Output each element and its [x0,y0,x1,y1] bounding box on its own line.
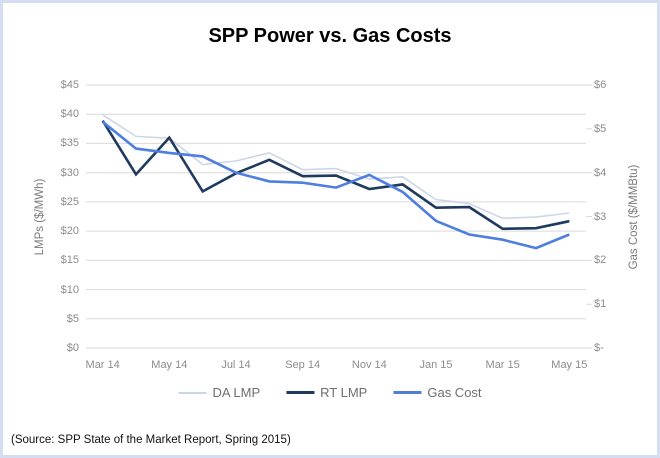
legend-item-rt-lmp: RT LMP [286,385,367,400]
left-axis-tick-label: $5 [66,312,79,325]
left-axis-tick-label: $30 [60,166,79,179]
x-axis-tick-label: May 15 [551,359,588,371]
right-axis-tick-label: $5 [594,122,607,135]
plot-svg [86,84,592,349]
left-axis-tick-label: $35 [60,137,79,150]
right-axis-tick-label: $4 [594,166,607,179]
right-axis-tick-label: $3 [594,210,607,223]
left-axis-title: LMPs ($/MWh) [34,178,46,256]
left-axis-tick-label: $40 [60,108,79,121]
left-axis-tick-label: $20 [60,225,79,238]
series-line-da-lmp [102,114,570,220]
legend-label: RT LMP [320,385,368,400]
right-axis-tick-label: $- [594,342,604,354]
legend-swatch-gas-cost [393,391,422,394]
right-axis-title: Gas Cost ($/MMBtu) [628,164,640,270]
left-axis-tick-label: $10 [60,283,79,296]
left-axis-tick-label: $45 [60,79,79,91]
legend-item-da-lmp: DA LMP [178,385,260,400]
series-line-gas-cost [101,120,570,250]
x-axis-tick-label: Jul 14 [221,359,251,371]
x-axis-tick-label: Sep 14 [285,359,321,371]
right-axis-tick-label: $1 [594,298,607,311]
series-line-rt-lmp [101,120,570,231]
legend-swatch-rt-lmp [286,391,315,394]
left-axis-tick-label: $25 [60,195,79,208]
chart-title: SPP Power vs. Gas Costs [208,25,452,47]
x-axis-tick-label: Nov 14 [351,359,387,371]
legend-swatch-da-lmp [178,391,207,394]
right-axis-tick-label: $2 [594,254,607,267]
left-axis-tick-label: $0 [66,342,79,354]
x-axis-tick-label: Mar 14 [85,359,120,371]
x-axis-tick-label: Mar 15 [485,359,520,371]
x-axis-tick-label: Jan 15 [419,359,453,371]
source-note: (Source: SPP State of the Market Report,… [11,434,291,446]
chart-legend: DA LMP RT LMP Gas Cost [178,385,482,400]
x-axis-tick-label: May 14 [151,359,188,371]
legend-label: Gas Cost [427,385,482,400]
left-axis-tick-label: $15 [60,254,79,267]
legend-label: DA LMP [212,385,261,400]
right-axis-tick-label: $6 [594,79,607,91]
legend-item-gas-cost: Gas Cost [393,385,482,400]
